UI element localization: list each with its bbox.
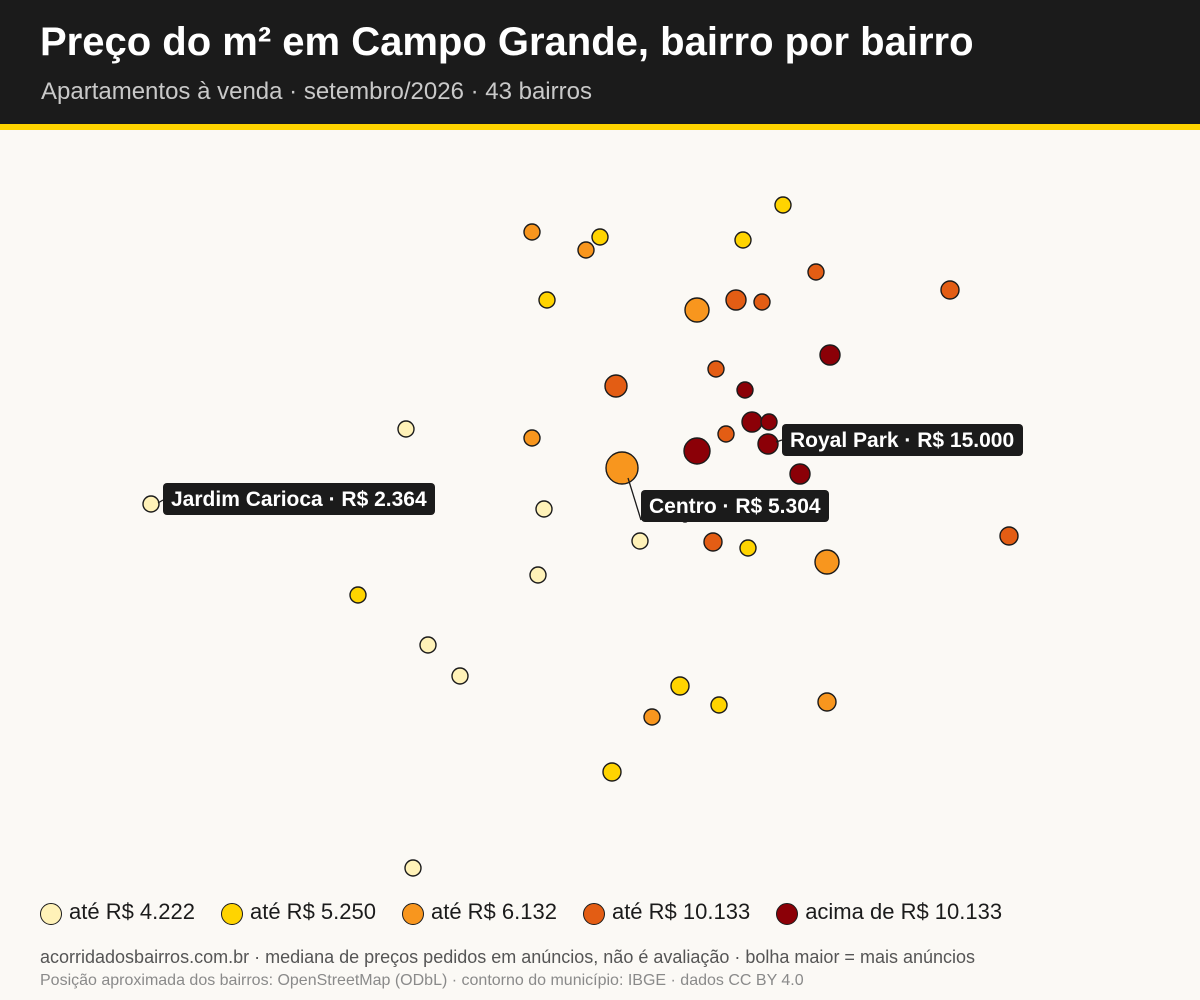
neighborhood-bubble-2	[523, 223, 541, 241]
header-bar: Preço do m² em Campo Grande, bairro por …	[0, 0, 1200, 130]
neighborhood-bubble-35	[451, 667, 469, 685]
legend-swatch-4	[582, 903, 605, 925]
neighborhood-bubble-33	[349, 586, 367, 604]
neighborhood-bubble-15	[736, 381, 754, 399]
callout-centro-box	[641, 490, 829, 522]
neighborhood-bubble-27	[631, 532, 649, 550]
neighborhood-bubble-26	[535, 500, 553, 518]
neighborhood-bubble-29	[739, 539, 757, 557]
callout-jardim-carioca-box	[163, 483, 435, 515]
neighborhood-bubble-3	[591, 228, 609, 246]
legend-label-1: até R$ 4.222	[69, 899, 195, 924]
neighborhood-bubble-9	[684, 297, 710, 323]
callout-royal-park-leader	[775, 439, 783, 443]
legend-label-4: até R$ 10.133	[611, 899, 751, 924]
neighborhood-bubble-13	[707, 360, 725, 378]
neighborhood-bubble-6	[807, 263, 825, 281]
neighborhood-bubble-24	[789, 463, 811, 485]
neighborhood-bubble-5	[734, 231, 752, 249]
neighborhood-bubble-4	[577, 241, 595, 259]
neighborhood-bubble-37	[710, 696, 728, 714]
legend-item-5: acima de R$ 10.133	[776, 899, 1002, 925]
legend-item-2: até R$ 5.250	[220, 899, 376, 925]
neighborhood-bubble-1	[774, 196, 792, 214]
page-subtitle: Apartamentos à venda · setembro/2026 · 4…	[41, 78, 592, 105]
neighborhood-bubble-30	[999, 526, 1019, 546]
callout-jardim-carioca-label: Jardim Carioca · R$ 2.364	[171, 488, 427, 511]
legend-swatch-5	[776, 903, 799, 925]
legend-label-2: até R$ 5.250	[249, 899, 376, 924]
neighborhood-bubble-8	[538, 291, 556, 309]
neighborhood-bubble-32	[529, 566, 547, 584]
legend-label-5: acima de R$ 10.133	[805, 899, 1003, 924]
callout-royal-park-box	[782, 424, 1023, 456]
legend-label-3: até R$ 6.132	[430, 899, 557, 924]
neighborhood-bubble-23	[605, 451, 639, 485]
source-credits: Posição aproximada dos bairros: OpenStre…	[40, 972, 804, 989]
legend-item-4: até R$ 10.133	[582, 899, 751, 925]
neighborhood-bubble-11	[753, 293, 771, 311]
legend-item-3: até R$ 6.132	[401, 899, 557, 925]
callout-centro-leader	[627, 477, 642, 521]
neighborhood-bubble-17	[523, 429, 541, 447]
neighborhood-bubble-38	[643, 708, 661, 726]
neighborhood-bubble-12	[819, 344, 841, 366]
neighborhood-bubble-20	[760, 413, 778, 431]
legend-swatch-3	[401, 903, 424, 925]
legend: até R$ 4.222 até R$ 5.250 até R$ 6.132 a…	[40, 897, 1028, 927]
legend-item-1: até R$ 4.222	[40, 899, 195, 925]
neighborhood-bubble-22	[683, 437, 711, 465]
neighborhood-bubble-40	[602, 762, 622, 782]
callout-jardim-carioca-leader	[157, 499, 164, 504]
neighborhood-bubble-21	[757, 433, 779, 455]
callout-centro-label: Centro · R$ 5.304	[649, 495, 821, 518]
neighborhood-bubble-41	[404, 859, 422, 877]
footnote: acorridadosbairros.com.br · mediana de p…	[40, 947, 976, 967]
legend-swatch-1	[40, 903, 62, 925]
neighborhood-bubble-28	[703, 532, 723, 552]
neighborhood-bubble-39	[817, 692, 837, 712]
neighborhood-bubble-31	[814, 549, 840, 575]
neighborhood-bubble-10	[725, 289, 747, 311]
neighborhood-bubble-7	[940, 280, 960, 300]
neighborhood-bubble-19	[741, 411, 763, 433]
neighborhood-bubble-14	[604, 374, 628, 398]
neighborhood-bubble-34	[419, 636, 437, 654]
neighborhood-bubble-25	[142, 495, 160, 513]
callout-royal-park-label: Royal Park · R$ 15.000	[790, 429, 1014, 452]
legend-swatch-2	[220, 903, 243, 925]
neighborhood-bubble-18	[717, 425, 735, 443]
neighborhood-bubble-36	[670, 676, 690, 696]
page-title: Preço do m² em Campo Grande, bairro por …	[40, 20, 974, 64]
neighborhood-bubble-16	[397, 420, 415, 438]
